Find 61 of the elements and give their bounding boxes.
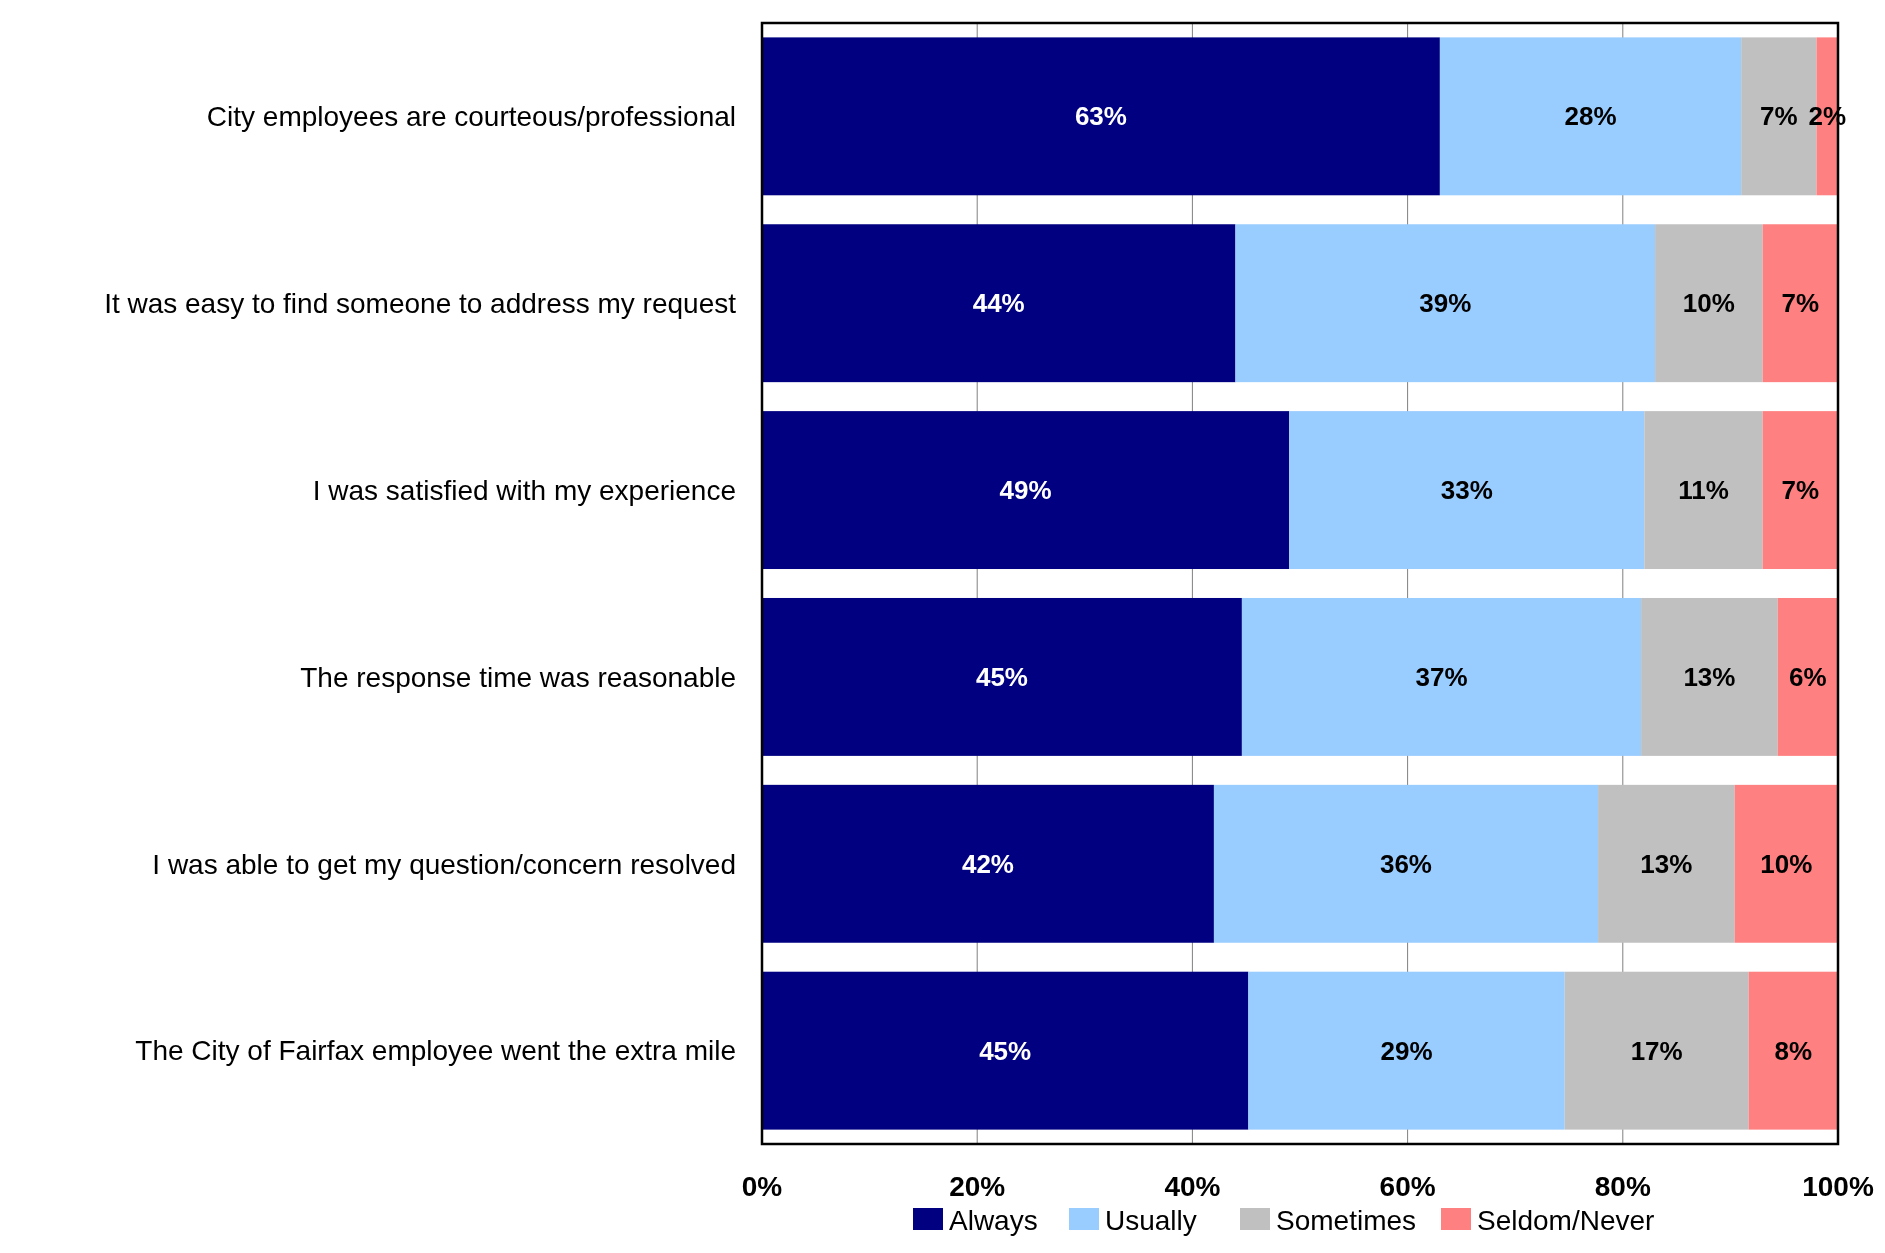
y-tick-label: I was able to get my question/concern resolved xyxy=(152,848,736,880)
data-label: 28% xyxy=(1564,101,1617,132)
y-tick-label: It was easy to find someone to address my request xyxy=(104,288,737,319)
data-label: 37% xyxy=(1415,662,1468,693)
bar xyxy=(1748,971,1838,1130)
data-label: 45% xyxy=(975,662,1028,693)
bar xyxy=(1598,784,1735,943)
bar xyxy=(762,597,1242,756)
legend-label: Usually xyxy=(1105,1205,1197,1236)
data-label: 63% xyxy=(1074,101,1127,132)
data-label: 44% xyxy=(972,288,1025,319)
y-tick-label: The response time was reasonable xyxy=(300,661,736,693)
data-label: 13% xyxy=(1640,848,1693,879)
y-tick-label: City employees are courteous/professional xyxy=(206,101,736,133)
bar xyxy=(762,971,1249,1130)
y-tick-label: I was satisfied with my experience xyxy=(312,474,736,506)
data-label: 33% xyxy=(1440,475,1493,506)
bar xyxy=(1644,411,1763,570)
data-label: 36% xyxy=(1379,848,1433,879)
bar xyxy=(762,37,1440,196)
data-label: 7% xyxy=(1781,475,1820,506)
bar xyxy=(1641,597,1778,756)
data-label: 13% xyxy=(1683,662,1736,693)
legend-label: Always xyxy=(949,1205,1038,1236)
legend-label: Seldom/Never xyxy=(1477,1205,1655,1236)
x-tick-label: 60% xyxy=(1379,1171,1436,1202)
data-label: 7% xyxy=(1760,101,1798,132)
data-label: 29% xyxy=(1380,1035,1433,1066)
x-tick-label: 20% xyxy=(949,1171,1006,1202)
data-label: 10% xyxy=(1682,288,1735,319)
data-label: 42% xyxy=(961,848,1014,879)
bar xyxy=(762,784,1214,943)
data-label: 10% xyxy=(1760,848,1813,879)
bar xyxy=(762,224,1236,383)
bar xyxy=(1439,37,1742,196)
bar xyxy=(1213,784,1599,943)
data-label: 49% xyxy=(999,475,1052,506)
y-tick-label: The City of Fairfax employee went the extra mile xyxy=(135,1035,736,1067)
bar xyxy=(1289,411,1645,570)
x-tick-label: 40% xyxy=(1164,1171,1221,1202)
x-tick-label: 80% xyxy=(1594,1171,1651,1202)
data-label: 11% xyxy=(1678,475,1729,506)
bar xyxy=(1241,597,1642,756)
bar xyxy=(1564,971,1749,1130)
x-tick-label: 100% xyxy=(1802,1171,1874,1202)
bar xyxy=(1777,597,1838,756)
bar xyxy=(1734,784,1838,943)
data-label: 45% xyxy=(979,1035,1032,1066)
data-label: 8% xyxy=(1774,1035,1813,1066)
bar xyxy=(762,411,1290,570)
x-tick-label: 0% xyxy=(741,1171,783,1202)
data-label: 17% xyxy=(1630,1035,1683,1066)
bar xyxy=(1248,971,1565,1130)
data-label: 6% xyxy=(1789,662,1827,693)
bar xyxy=(1762,411,1838,570)
legend-label: Sometimes xyxy=(1276,1205,1417,1236)
bar xyxy=(1762,224,1838,383)
bar xyxy=(1235,224,1656,383)
data-label: 7% xyxy=(1781,288,1820,319)
data-label: 39% xyxy=(1419,288,1472,319)
bar xyxy=(1655,224,1763,383)
